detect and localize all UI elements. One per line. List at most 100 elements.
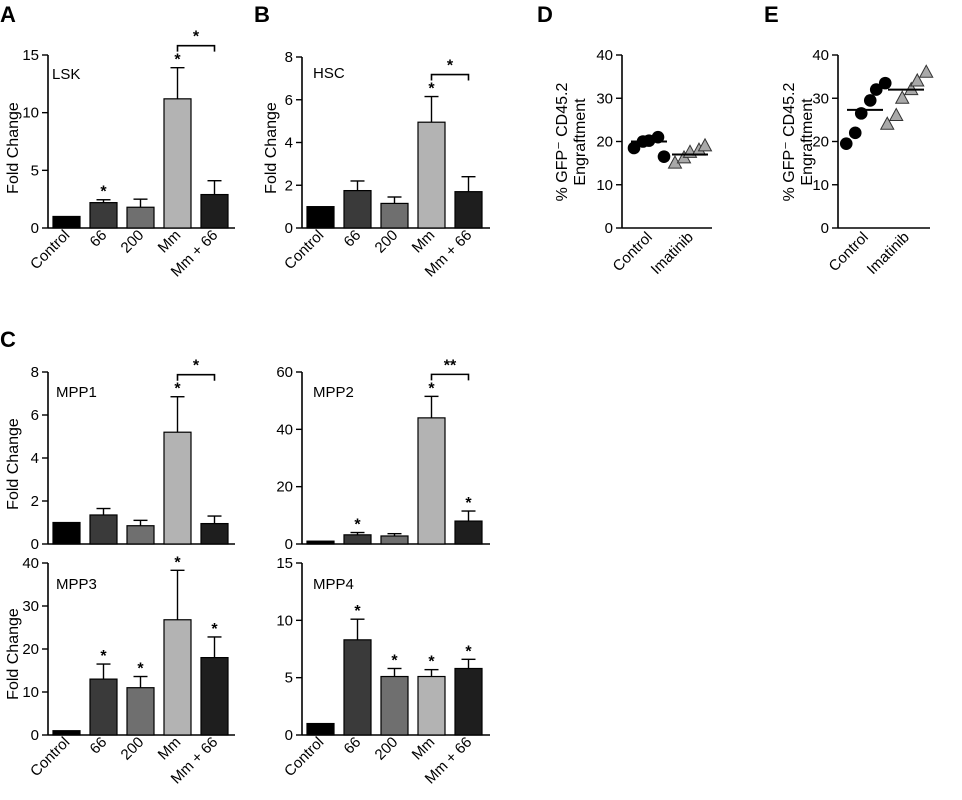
inner-label: HSC bbox=[313, 65, 345, 82]
y-axis-label-line2: Engraftment bbox=[799, 98, 816, 186]
bracket-star: * bbox=[193, 358, 200, 375]
significance-star: * bbox=[428, 81, 435, 98]
bar-control bbox=[52, 521, 81, 545]
bar-200 bbox=[126, 206, 155, 229]
bar-200 bbox=[380, 675, 409, 736]
bar-mm bbox=[163, 431, 192, 545]
y-tick-label: 15 bbox=[22, 47, 39, 64]
y-tick-label: 2 bbox=[285, 177, 293, 194]
y-tick-label: 30 bbox=[812, 90, 829, 107]
y-tick-label: 20 bbox=[596, 134, 613, 151]
panel-letter: D bbox=[537, 2, 553, 27]
data-point-triangle bbox=[879, 116, 895, 130]
y-tick-label: 6 bbox=[285, 92, 293, 109]
bar-control bbox=[306, 206, 335, 229]
significance-star: * bbox=[137, 661, 144, 678]
bar-control bbox=[306, 722, 335, 736]
data-point-circle bbox=[848, 126, 862, 140]
y-tick-label: 15 bbox=[276, 555, 293, 572]
y-tick-label: 30 bbox=[596, 90, 613, 107]
significance-star: * bbox=[174, 52, 181, 69]
inner-label: MPP4 bbox=[313, 576, 354, 593]
significance-star: * bbox=[465, 495, 472, 512]
x-category-label: Mm bbox=[409, 227, 439, 257]
y-tick-label: 10 bbox=[22, 684, 39, 701]
bracket-star: * bbox=[447, 58, 454, 75]
bar-200 bbox=[380, 535, 409, 545]
bar-control bbox=[306, 540, 335, 545]
data-point-circle bbox=[839, 137, 853, 150]
significance-bracket bbox=[176, 373, 216, 381]
y-axis-label: Fold Change bbox=[5, 608, 22, 700]
inner-label: MPP3 bbox=[56, 576, 97, 593]
y-axis-label: Fold Change bbox=[5, 418, 22, 510]
bar-control bbox=[52, 215, 81, 229]
bar-control bbox=[52, 730, 81, 736]
bar-mm66 bbox=[200, 656, 229, 736]
y-tick-label: 5 bbox=[31, 162, 39, 179]
y-tick-label: 10 bbox=[22, 105, 39, 122]
x-category-label: Imatinib bbox=[864, 229, 913, 278]
x-category-label: 200 bbox=[118, 227, 148, 257]
y-tick-label: 0 bbox=[285, 536, 293, 553]
data-point-triangle bbox=[697, 137, 713, 152]
inner-label: LSK bbox=[52, 66, 80, 83]
inner-label: MPP2 bbox=[313, 384, 354, 401]
y-tick-label: 40 bbox=[596, 47, 613, 64]
y-tick-label: 0 bbox=[285, 727, 293, 744]
bar-mm bbox=[163, 98, 192, 229]
bar-66 bbox=[343, 639, 372, 736]
x-category-label: 66 bbox=[341, 227, 365, 251]
y-tick-label: 40 bbox=[812, 47, 829, 64]
y-tick-label: 20 bbox=[276, 479, 293, 496]
significance-star: * bbox=[354, 517, 361, 534]
bar-200 bbox=[126, 525, 155, 545]
data-point-circle bbox=[651, 130, 665, 144]
y-tick-label: 10 bbox=[812, 177, 829, 194]
x-category-label: 200 bbox=[372, 734, 402, 764]
bar-mm66 bbox=[454, 667, 483, 736]
y-tick-label: 30 bbox=[22, 598, 39, 615]
significance-star: * bbox=[428, 654, 435, 671]
y-axis-label-line1: % GFP⁻ CD45.2 bbox=[781, 83, 798, 202]
significance-star: * bbox=[354, 603, 361, 620]
x-category-label: 200 bbox=[118, 734, 148, 764]
data-point-circle bbox=[657, 150, 671, 163]
bar-66 bbox=[343, 534, 372, 545]
y-tick-label: 8 bbox=[31, 364, 39, 381]
x-category-label: Mm bbox=[409, 734, 439, 764]
panel-letter: E bbox=[764, 2, 779, 27]
data-point-circle bbox=[878, 76, 892, 90]
bar-66 bbox=[89, 678, 118, 736]
chart-c1: C 0 2 4 6 8 MPP1 Fold Change * * bbox=[0, 327, 235, 553]
data-point-triangle bbox=[888, 107, 904, 122]
bar-66 bbox=[89, 202, 118, 229]
significance-star: * bbox=[100, 648, 107, 665]
bracket-star: * bbox=[193, 29, 200, 46]
significance-bracket bbox=[430, 373, 470, 381]
data-point-triangle bbox=[894, 90, 910, 104]
y-tick-label: 0 bbox=[31, 220, 39, 237]
y-tick-label: 4 bbox=[285, 135, 293, 152]
x-category-label: 66 bbox=[341, 734, 365, 758]
y-axis-label-line1: % GFP⁻ CD45.2 bbox=[554, 83, 571, 202]
data-point-triangle bbox=[909, 72, 925, 87]
bar-200 bbox=[126, 687, 155, 736]
significance-star: * bbox=[428, 380, 435, 397]
bar-66 bbox=[343, 189, 372, 229]
x-category-label: Mm bbox=[155, 227, 185, 257]
x-category-label: 200 bbox=[372, 227, 402, 257]
y-tick-label: 60 bbox=[276, 364, 293, 381]
x-category-label: 66 bbox=[87, 227, 111, 251]
y-tick-label: 10 bbox=[596, 177, 613, 194]
bar-66 bbox=[89, 514, 118, 545]
significance-star: * bbox=[211, 621, 218, 638]
y-tick-label: 4 bbox=[31, 450, 39, 467]
bar-mm66 bbox=[454, 191, 483, 229]
y-tick-label: 0 bbox=[285, 220, 293, 237]
bar-mm66 bbox=[200, 522, 229, 545]
panel-letter: C bbox=[0, 327, 16, 352]
